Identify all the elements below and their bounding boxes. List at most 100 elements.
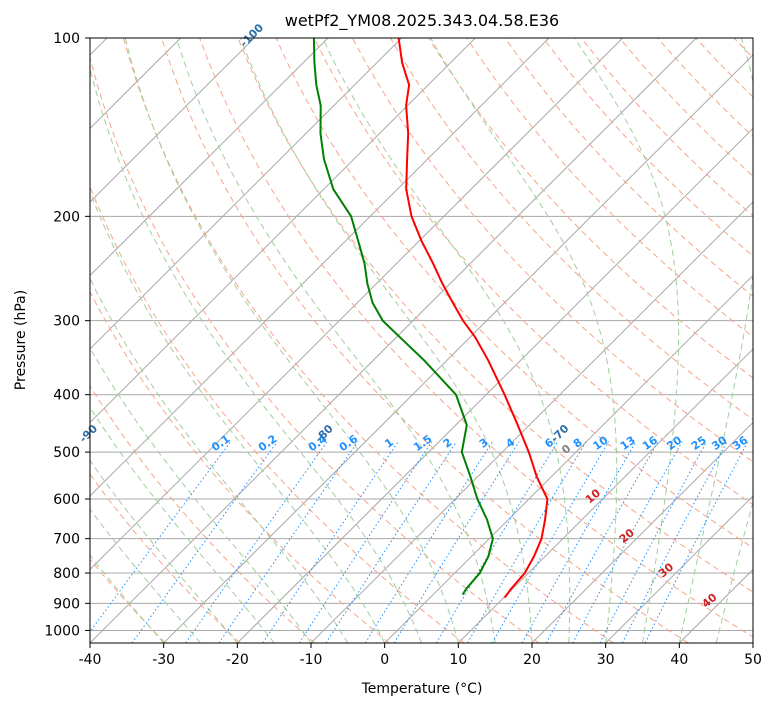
y-tick-label: 700 [53, 532, 80, 548]
dry-adiabat-label: -100 [237, 21, 266, 50]
mixing-ratio-line [621, 441, 728, 643]
dry-adiabat-line [90, 290, 390, 643]
x-tick-label: 40 [670, 652, 688, 668]
mixing-ratio-label: 20 [664, 433, 684, 453]
y-tick-label: 400 [53, 388, 80, 404]
isotherm-gridline [531, 421, 753, 643]
mixing-ratio-line [521, 441, 637, 643]
mixing-ratio-label: 0.1 [209, 432, 232, 454]
y-tick-label: 500 [53, 445, 80, 461]
dry-adiabat-label: -90 [77, 422, 100, 445]
mixing-ratio-label: 30 [709, 433, 729, 453]
moist-adiabat-line [240, 38, 533, 643]
isotherm-gridline [90, 38, 550, 497]
moist-adiabat-line [90, 508, 201, 643]
dry-adiabat-line [313, 38, 753, 506]
moist-adiabat-label: 20 [617, 526, 637, 546]
dry-adiabat-line [161, 38, 689, 643]
mixing-ratio-label: 1 [382, 436, 396, 451]
x-axis-label: Temperature (°C) [361, 681, 483, 697]
dry-adiabat-line [90, 384, 316, 643]
isotherm-gridline [310, 201, 753, 643]
dry-adiabat-line [466, 38, 753, 338]
y-tick-label: 1000 [44, 623, 80, 639]
chart-title: wetPf2_YM08.2025.343.04.58.E36 [285, 11, 559, 31]
mixing-ratio-line [325, 441, 458, 643]
mixing-ratio-label: 0.2 [256, 432, 279, 454]
moist-adiabat-line [175, 38, 496, 643]
x-tick-label: 50 [744, 652, 762, 668]
x-tick-label: 30 [597, 652, 615, 668]
mixing-ratio-line [435, 441, 559, 643]
moist-adiabat-line [90, 66, 422, 643]
moist-adiabat-line [678, 38, 753, 643]
isotherm-gridline [752, 642, 753, 643]
moist-adiabat-line [90, 277, 349, 643]
mixing-ratio-line [393, 441, 520, 643]
dry-adiabat-line [237, 38, 753, 593]
dry-adiabat-line [90, 185, 465, 643]
mixing-ratio-line [218, 441, 359, 643]
moist-adiabat-line [90, 190, 386, 643]
moist-adiabat-line [90, 554, 165, 643]
dry-adiabat-line [542, 38, 753, 257]
y-tick-label: 200 [53, 209, 80, 225]
isotherm-gridline [605, 495, 753, 643]
mixing-ratio-line [90, 441, 232, 633]
series-line-temperature [397, 38, 549, 599]
mixing-ratio-label: 1.5 [411, 432, 434, 454]
dry-adiabat-line [428, 38, 753, 379]
moist-adiabat-line [574, 38, 680, 643]
mixing-ratio-line [644, 441, 749, 643]
dry-adiabat-line [657, 38, 753, 138]
y-tick-label: 900 [53, 596, 80, 612]
dry-adiabat-line [275, 38, 753, 549]
dry-adiabat-line [390, 38, 753, 421]
mixing-ratio-label: 10 [591, 433, 611, 453]
moist-adiabat-line [90, 347, 312, 643]
x-tick-label: -30 [152, 652, 175, 668]
mixing-ratio-label: 13 [618, 434, 638, 453]
x-tick-label: 0 [380, 652, 389, 668]
x-tick-label: 10 [449, 652, 467, 668]
isotherm-gridline [384, 274, 753, 643]
isotherm-gridline [90, 38, 623, 571]
moist-adiabat-line [715, 500, 753, 643]
y-tick-label: 300 [53, 314, 80, 330]
mixing-ratio-label: 25 [689, 433, 709, 452]
moist-adiabat-label: 30 [656, 560, 676, 580]
isotherm-gridline [457, 348, 753, 643]
series-line-dewpoint [312, 38, 494, 596]
moist-adiabat-line [124, 38, 459, 643]
x-tick-label: -40 [79, 652, 102, 668]
x-tick-label: -20 [226, 652, 249, 668]
mixing-ratio-line [262, 441, 399, 643]
dry-adiabat-line [199, 38, 753, 638]
isotherm-gridline [163, 54, 753, 643]
isotherm-gridline [90, 38, 697, 643]
y-tick-label: 600 [53, 492, 80, 508]
dry-adiabat-line [504, 38, 753, 297]
mixing-ratio-label: 8 [571, 436, 585, 451]
mixing-ratio-line [491, 441, 610, 643]
y-tick-label: 800 [53, 566, 80, 582]
mixing-ratio-label: 36 [730, 433, 750, 453]
isotherm-gridline [90, 38, 476, 424]
moist-adiabat-line [90, 406, 275, 643]
moist-adiabat-line [322, 38, 571, 643]
y-tick-label: 100 [53, 31, 80, 47]
dry-adiabat-line [733, 38, 753, 59]
mixing-ratio-line [364, 441, 494, 643]
mixing-ratio-line [131, 441, 278, 643]
mixing-ratio-label: 2 [441, 436, 455, 451]
plot-frame [89, 37, 754, 644]
moist-adiabat-label: 40 [699, 591, 719, 611]
mixing-ratio-line [298, 441, 433, 643]
isotherm-gridline [90, 38, 402, 350]
dry-adiabat-line [695, 38, 753, 98]
moist-adiabat-line [90, 459, 238, 643]
x-tick-label: 20 [523, 652, 541, 668]
isotherm-gridline [90, 38, 329, 277]
mixing-ratio-line [572, 441, 683, 643]
